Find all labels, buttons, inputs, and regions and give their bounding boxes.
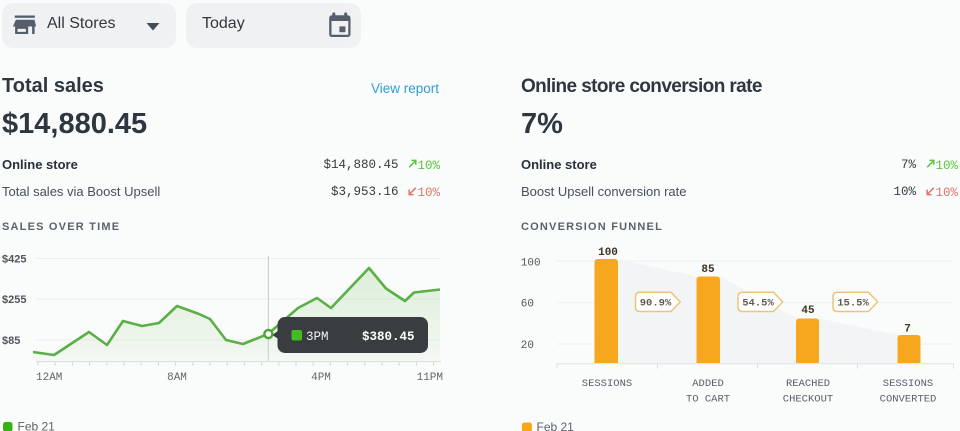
svg-text:100: 100 xyxy=(521,257,541,269)
svg-text:$380.45: $380.45 xyxy=(362,330,415,344)
svg-text:85: 85 xyxy=(701,264,715,276)
svg-text:REACHED: REACHED xyxy=(786,378,830,390)
svg-text:CHECKOUT: CHECKOUT xyxy=(783,394,833,406)
svg-text:7: 7 xyxy=(904,323,911,335)
svg-text:15.5%: 15.5% xyxy=(837,298,869,310)
svg-text:54.5%: 54.5% xyxy=(742,298,774,310)
svg-text:4PM: 4PM xyxy=(311,372,331,384)
svg-text:11PM: 11PM xyxy=(417,372,443,384)
svg-text:20: 20 xyxy=(521,340,534,352)
svg-text:12AM: 12AM xyxy=(36,372,62,384)
svg-text:$425: $425 xyxy=(2,254,26,266)
svg-text:3PM: 3PM xyxy=(306,330,329,344)
svg-text:Feb 21: Feb 21 xyxy=(18,420,56,431)
svg-text:TO CART: TO CART xyxy=(686,394,730,406)
svg-text:SESSIONS: SESSIONS xyxy=(883,378,933,390)
svg-text:SESSIONS: SESSIONS xyxy=(582,378,632,390)
svg-text:45: 45 xyxy=(801,305,815,317)
svg-text:8AM: 8AM xyxy=(167,372,187,384)
svg-text:CONVERTED: CONVERTED xyxy=(880,394,937,406)
svg-text:Feb 21: Feb 21 xyxy=(537,420,575,431)
svg-text:$255: $255 xyxy=(2,294,26,306)
svg-text:90.9%: 90.9% xyxy=(640,298,672,310)
svg-text:60: 60 xyxy=(521,299,534,311)
svg-text:100: 100 xyxy=(598,247,618,259)
svg-text:ADDED: ADDED xyxy=(692,378,724,390)
svg-text:$85: $85 xyxy=(2,335,20,347)
